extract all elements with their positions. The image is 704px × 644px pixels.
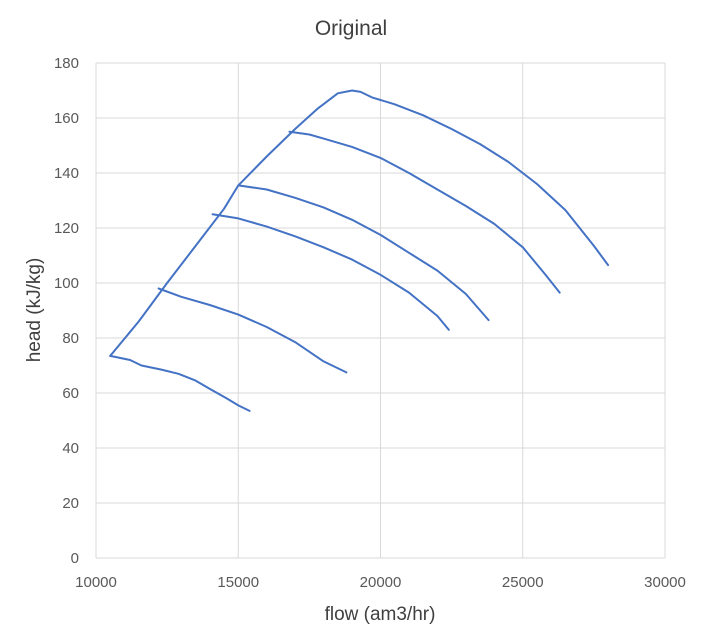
x-tick-label: 10000: [75, 574, 117, 591]
x-axis-ticks: 10000 15000 20000 25000 30000: [75, 574, 686, 591]
series-line-3: [211, 213, 450, 331]
y-tick-label: 60: [62, 385, 79, 402]
y-tick-label: 120: [54, 220, 79, 237]
x-axis-title: flow (am3/hr): [325, 604, 436, 625]
series-line-5: [288, 130, 561, 294]
y-tick-label: 40: [62, 440, 79, 457]
x-tick-label: 25000: [502, 574, 544, 591]
y-tick-label: 140: [54, 165, 79, 182]
grid: [95, 62, 666, 559]
chart-title: Original: [315, 17, 387, 40]
y-axis-ticks: 0 20 40 60 80 100 120 140 160 180: [54, 55, 79, 567]
x-tick-label: 30000: [644, 574, 686, 591]
y-axis-title: head (kJ/kg): [24, 258, 45, 363]
y-tick-label: 180: [54, 55, 79, 72]
series-line-1: [109, 354, 251, 412]
series-line-6: [109, 89, 610, 357]
series-line-2: [157, 287, 348, 374]
y-tick-label: 160: [54, 110, 79, 127]
series-line-4: [237, 184, 490, 322]
series-lines: [109, 89, 610, 412]
x-tick-label: 20000: [360, 574, 402, 591]
y-tick-label: 20: [62, 495, 79, 512]
x-tick-label: 15000: [217, 574, 259, 591]
y-tick-label: 100: [54, 275, 79, 292]
y-tick-label: 80: [62, 330, 79, 347]
y-tick-label: 0: [71, 550, 79, 567]
